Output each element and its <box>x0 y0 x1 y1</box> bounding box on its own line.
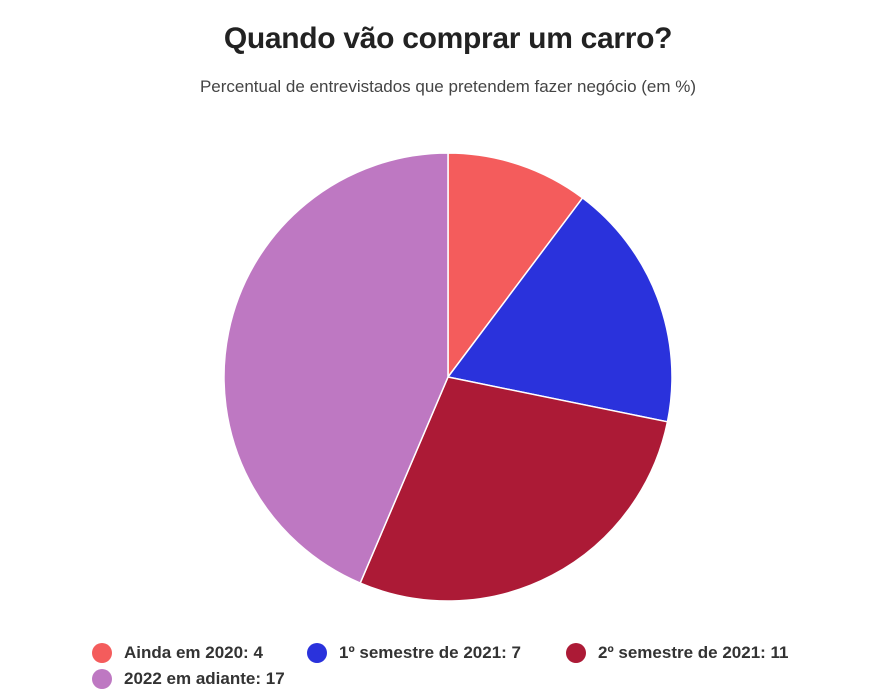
legend-item-2022-em-adiante[interactable]: 2022 em adiante: 17 <box>92 669 285 689</box>
legend-swatch-icon <box>92 669 112 689</box>
legend-swatch-icon <box>307 643 327 663</box>
pie-slice-2022-em-adiante[interactable] <box>223 152 449 585</box>
pie-chart <box>223 152 673 602</box>
pie-slice-ainda-em-2020[interactable] <box>447 152 584 380</box>
legend-label: 1º semestre de 2021: 7 <box>339 643 521 662</box>
legend-label: 2022 em adiante: 17 <box>124 669 285 688</box>
legend-label: Ainda em 2020: 4 <box>124 643 263 662</box>
legend-swatch-icon <box>92 643 112 663</box>
pie-slice-2-semestre-de-2021[interactable] <box>359 376 669 602</box>
chart-title: Quando vão comprar um carro? <box>223 22 673 55</box>
legend-label: 2º semestre de 2021: 11 <box>598 643 789 662</box>
legend-item-ainda-em-2020[interactable]: Ainda em 2020: 4 <box>92 643 263 663</box>
chart-subtitle: Percentual de entrevistados que pretende… <box>199 77 697 96</box>
pie-slice-1-semestre-de-2021[interactable] <box>446 196 673 423</box>
legend-item-2-semestre-2021[interactable]: 2º semestre de 2021: 11 <box>566 643 789 663</box>
legend-swatch-icon <box>566 643 586 663</box>
legend-item-1-semestre-2021[interactable]: 1º semestre de 2021: 7 <box>307 643 521 663</box>
